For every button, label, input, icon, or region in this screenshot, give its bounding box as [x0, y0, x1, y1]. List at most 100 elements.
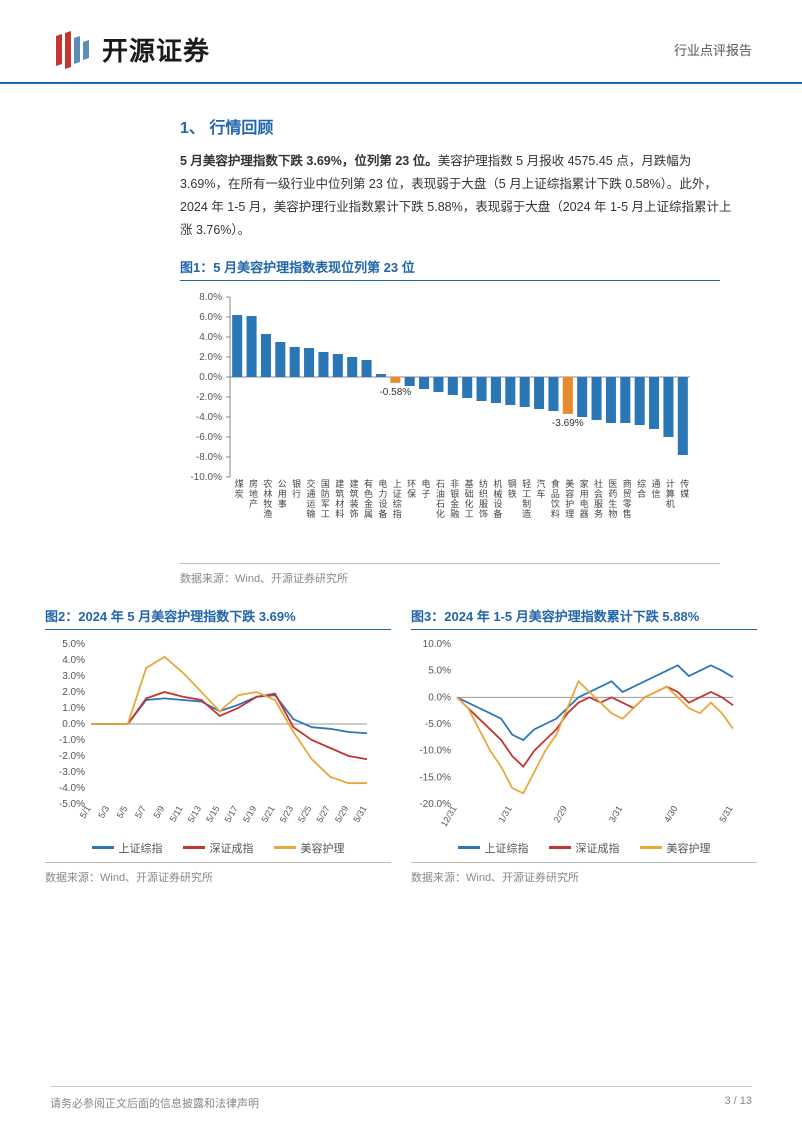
- svg-text:产: 产: [249, 498, 258, 509]
- svg-text:用: 用: [580, 489, 589, 499]
- svg-text:保: 保: [407, 488, 416, 499]
- svg-text:品: 品: [551, 489, 560, 499]
- content-area: 1、 行情回顾 5 月美容护理指数下跌 3.69%，位列第 23 位。美容护理指…: [0, 84, 802, 586]
- legend-swatch: [458, 846, 480, 849]
- svg-text:5/5: 5/5: [115, 804, 130, 820]
- page-header: 开源证券 行业点评报告: [0, 0, 802, 84]
- svg-text:国: 国: [321, 479, 330, 489]
- svg-text:行: 行: [292, 488, 301, 499]
- svg-text:地: 地: [249, 488, 258, 499]
- svg-text:综: 综: [393, 498, 402, 509]
- figure-3: 图3：2024 年 1-5 月美容护理指数累计下跌 5.88% -20.0%-1…: [411, 606, 757, 885]
- svg-text:证: 证: [393, 489, 402, 499]
- svg-text:4/30: 4/30: [662, 804, 679, 824]
- svg-text:5.0%: 5.0%: [62, 639, 85, 650]
- svg-text:环: 环: [407, 479, 416, 489]
- svg-text:10.0%: 10.0%: [423, 639, 451, 650]
- svg-text:5/25: 5/25: [296, 804, 313, 824]
- figure-1: 图1：5 月美容护理指数表现位列第 23 位 -10.0%-8.0%-6.0%-…: [180, 257, 720, 586]
- svg-text:非: 非: [450, 478, 459, 489]
- svg-text:汽: 汽: [537, 478, 546, 489]
- section-heading: 1、 行情回顾: [180, 114, 742, 138]
- figure-3-title: 图3：2024 年 1-5 月美容护理指数累计下跌 5.88%: [411, 606, 757, 630]
- svg-text:军: 军: [321, 499, 330, 509]
- svg-text:金: 金: [364, 498, 373, 509]
- svg-text:通: 通: [307, 489, 316, 499]
- svg-text:电: 电: [580, 498, 589, 509]
- svg-text:子: 子: [422, 489, 431, 499]
- svg-text:1.0%: 1.0%: [62, 703, 85, 714]
- svg-text:装: 装: [350, 498, 359, 509]
- svg-text:综: 综: [637, 478, 646, 489]
- svg-text:5/19: 5/19: [241, 804, 258, 824]
- logo: 开源证券: [50, 28, 210, 70]
- svg-text:器: 器: [580, 509, 589, 519]
- legend-label: 深证成指: [210, 840, 254, 856]
- svg-text:0.0%: 0.0%: [62, 719, 85, 730]
- svg-text:2.0%: 2.0%: [199, 352, 222, 363]
- svg-text:料: 料: [335, 508, 344, 519]
- svg-text:售: 售: [623, 508, 632, 519]
- svg-text:算: 算: [666, 488, 675, 499]
- svg-text:运: 运: [307, 499, 316, 509]
- svg-text:计: 计: [666, 478, 675, 489]
- footer-page: 3 / 13: [724, 1095, 752, 1111]
- legend-label: 上证综指: [485, 840, 529, 856]
- legend-swatch: [183, 846, 205, 849]
- svg-text:织: 织: [479, 488, 488, 499]
- company-logo-icon: [50, 28, 92, 70]
- svg-text:备: 备: [378, 508, 387, 519]
- svg-text:6.0%: 6.0%: [199, 312, 222, 323]
- figure-2-source: 数据来源：Wind、开源证券研究所: [45, 862, 391, 885]
- svg-text:3/31: 3/31: [607, 804, 624, 824]
- svg-text:社: 社: [594, 478, 603, 489]
- svg-text:-15.0%: -15.0%: [419, 772, 451, 783]
- svg-text:物: 物: [608, 508, 617, 519]
- svg-text:林: 林: [263, 488, 272, 499]
- svg-text:工: 工: [465, 509, 474, 519]
- svg-text:0.0%: 0.0%: [199, 372, 222, 383]
- figure-3-source: 数据来源：Wind、开源证券研究所: [411, 862, 757, 885]
- legend-item: 深证成指: [183, 840, 254, 856]
- svg-text:石: 石: [436, 499, 445, 509]
- svg-text:化: 化: [436, 508, 445, 519]
- svg-text:材: 材: [335, 498, 344, 509]
- svg-text:化: 化: [465, 498, 474, 509]
- svg-text:铁: 铁: [508, 488, 517, 499]
- page-footer: 请务必参阅正文后面的信息披露和法律声明 3 / 13: [50, 1086, 752, 1111]
- svg-text:合: 合: [637, 488, 646, 499]
- svg-text:交: 交: [307, 478, 316, 489]
- legend-item: 美容护理: [274, 840, 345, 856]
- svg-text:建: 建: [335, 478, 344, 489]
- svg-text:0.0%: 0.0%: [428, 692, 451, 703]
- svg-text:5/13: 5/13: [186, 804, 203, 824]
- svg-text:理: 理: [565, 509, 574, 519]
- report-type: 行业点评报告: [674, 40, 752, 59]
- svg-text:-4.0%: -4.0%: [196, 412, 222, 423]
- svg-text:4.0%: 4.0%: [62, 655, 85, 666]
- company-name: 开源证券: [102, 31, 210, 68]
- legend-item: 美容护理: [640, 840, 711, 856]
- svg-text:媒: 媒: [680, 489, 689, 499]
- svg-text:工: 工: [522, 489, 531, 499]
- svg-text:车: 车: [537, 488, 546, 499]
- figure-1-source: 数据来源：Wind、开源证券研究所: [180, 563, 720, 586]
- legend-label: 美容护理: [301, 840, 345, 856]
- figure-1-title: 图1：5 月美容护理指数表现位列第 23 位: [180, 257, 720, 281]
- svg-text:融: 融: [450, 509, 459, 519]
- svg-text:机: 机: [493, 478, 502, 489]
- svg-text:5/31: 5/31: [717, 804, 734, 824]
- svg-text:5/31: 5/31: [351, 804, 368, 824]
- svg-text:公: 公: [278, 479, 287, 489]
- lead-bold: 5 月美容护理指数下跌 3.69%，位列第 23 位。: [180, 154, 438, 168]
- svg-text:造: 造: [522, 508, 531, 519]
- svg-text:-0.58%: -0.58%: [379, 386, 411, 397]
- svg-text:会: 会: [594, 488, 603, 499]
- svg-text:-3.0%: -3.0%: [59, 767, 85, 778]
- svg-text:料: 料: [551, 508, 560, 519]
- svg-text:5/11: 5/11: [168, 804, 185, 824]
- svg-text:渔: 渔: [263, 509, 272, 519]
- svg-text:械: 械: [493, 488, 502, 499]
- svg-text:零: 零: [623, 499, 632, 509]
- svg-text:通: 通: [652, 479, 661, 489]
